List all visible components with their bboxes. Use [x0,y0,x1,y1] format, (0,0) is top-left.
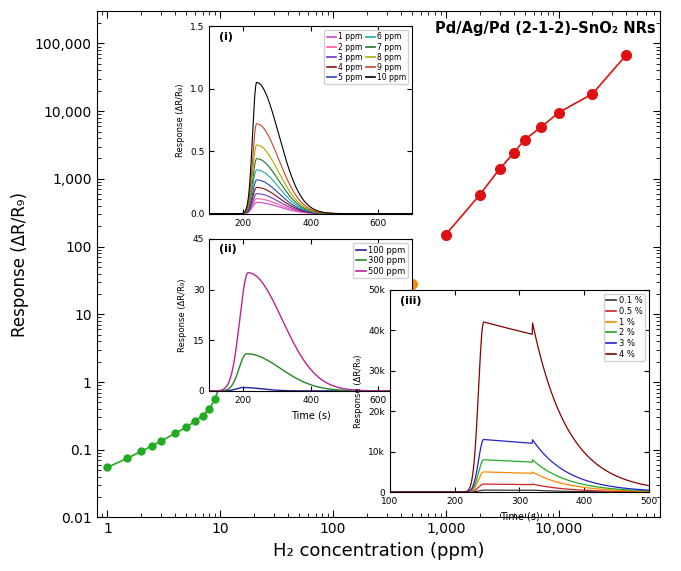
X-axis label: H₂ concentration (ppm): H₂ concentration (ppm) [272,542,484,560]
Text: Pd/Ag/Pd (2-1-2)–SnO₂ NRs: Pd/Ag/Pd (2-1-2)–SnO₂ NRs [435,21,655,36]
Y-axis label: Response (ΔR/R₉): Response (ΔR/R₉) [11,192,29,337]
Text: 80°C: 80°C [596,330,644,348]
